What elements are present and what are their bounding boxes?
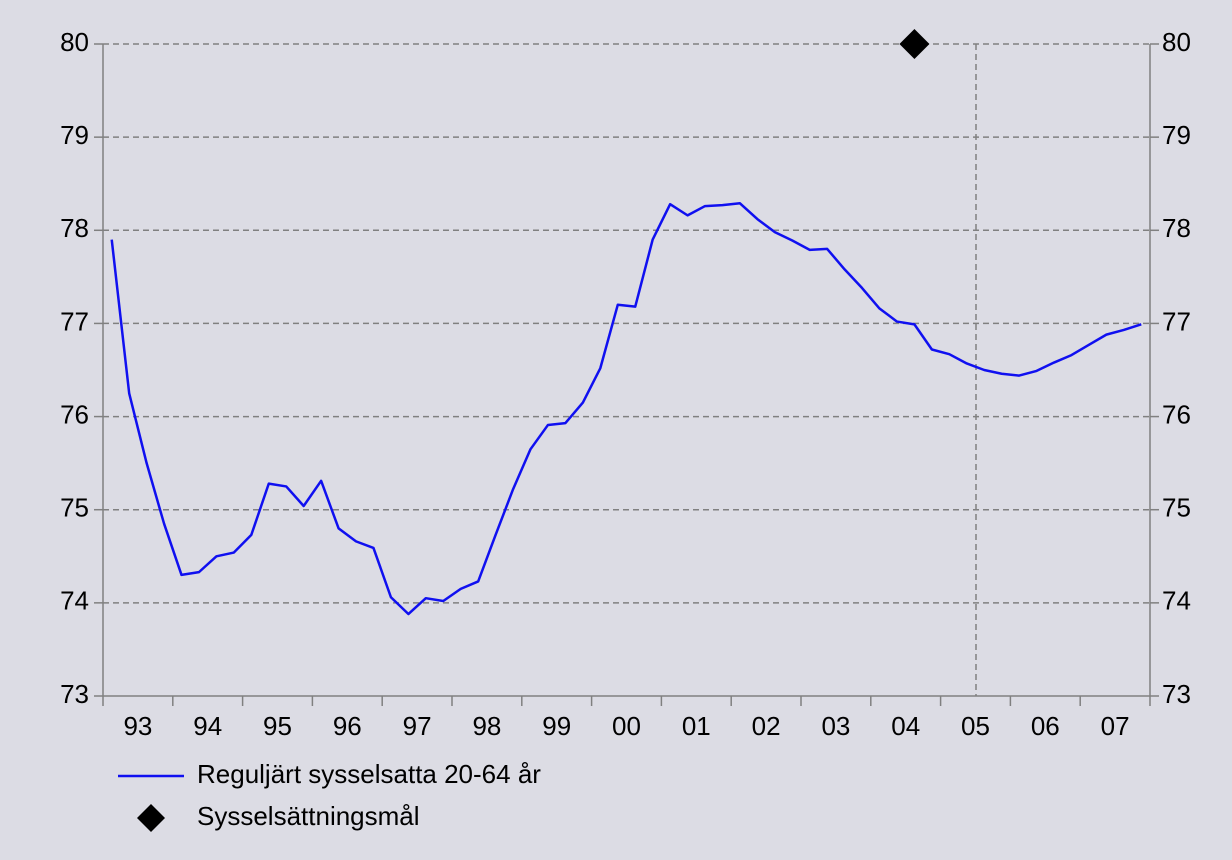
y-tick-label: 76 bbox=[60, 399, 89, 429]
x-tick-label: 07 bbox=[1101, 711, 1130, 741]
y2-tick-label: 78 bbox=[1162, 213, 1191, 243]
y2-tick-label: 80 bbox=[1162, 27, 1191, 57]
y2-tick-label: 79 bbox=[1162, 120, 1191, 150]
x-tick-label: 03 bbox=[821, 711, 850, 741]
x-tick-label: 96 bbox=[333, 711, 362, 741]
series-line bbox=[110, 202, 1142, 616]
x-tick-label: 94 bbox=[193, 711, 222, 741]
x-tick-label: 06 bbox=[1031, 711, 1060, 741]
target-marker bbox=[899, 29, 930, 59]
x-tick-label: 02 bbox=[752, 711, 781, 741]
y2-tick-label: 76 bbox=[1162, 399, 1191, 429]
x-tick-label: 99 bbox=[542, 711, 571, 741]
y2-tick-label: 77 bbox=[1162, 306, 1191, 336]
x-tick-label: 05 bbox=[961, 711, 990, 741]
legend-label: Reguljärt sysselsatta 20-64 år bbox=[197, 759, 541, 789]
y-tick-label: 78 bbox=[60, 213, 89, 243]
x-tick-label: 97 bbox=[403, 711, 432, 741]
y2-tick-label: 74 bbox=[1162, 586, 1191, 616]
x-tick-label: 98 bbox=[472, 711, 501, 741]
y2-tick-label: 75 bbox=[1162, 493, 1191, 523]
y-tick-label: 79 bbox=[60, 120, 89, 150]
x-tick-label: 01 bbox=[682, 711, 711, 741]
y2-tick-label: 73 bbox=[1162, 679, 1191, 709]
y-tick-label: 77 bbox=[60, 306, 89, 336]
x-tick-label: 04 bbox=[891, 711, 920, 741]
legend-label: Sysselsättningsmål bbox=[197, 801, 420, 831]
x-tick-label: 00 bbox=[612, 711, 641, 741]
x-tick-label: 93 bbox=[123, 711, 152, 741]
legend-marker bbox=[137, 804, 165, 832]
y-tick-label: 80 bbox=[60, 27, 89, 57]
y-tick-label: 73 bbox=[60, 679, 89, 709]
y-tick-label: 75 bbox=[60, 493, 89, 523]
y-tick-label: 74 bbox=[60, 586, 89, 616]
x-tick-label: 95 bbox=[263, 711, 292, 741]
